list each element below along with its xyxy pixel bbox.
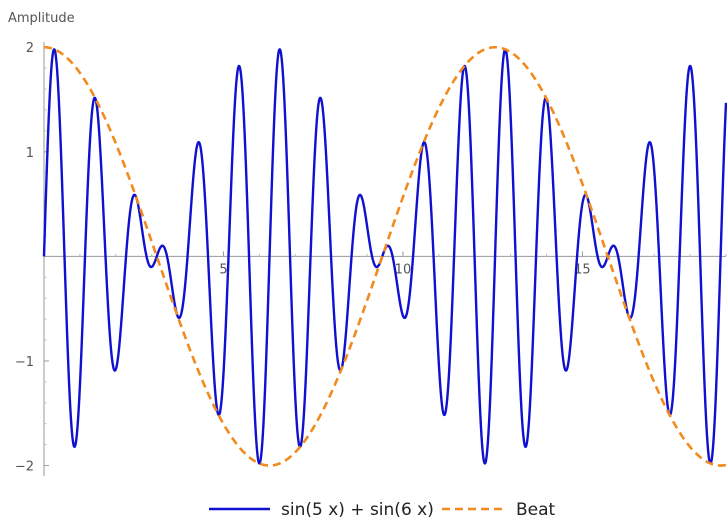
x-tick-label: 15 [574,262,591,277]
x-ticks: 5 10 15 [79,251,727,277]
legend-label-beat: Beat [516,500,556,520]
legend: sin(5 x) + sin(6 x) Beat [209,500,556,520]
series-layer [42,45,727,467]
legend-label-sum: sin(5 x) + sin(6 x) [281,500,434,520]
y-tick-label: −1 [15,355,34,370]
y-tick-label: 2 [26,41,34,56]
x-tick-label: 5 [219,262,227,277]
y-ticks: −2 −1 1 2 [15,41,49,475]
y-tick-label: −2 [15,460,34,475]
y-tick-label: 1 [26,146,34,161]
axes: 5 10 15 −2 −1 1 2 [15,41,727,476]
x-tick-label: 10 [395,262,412,277]
y-axis-label: Amplitude [8,11,75,26]
series-line-beat [42,45,727,467]
